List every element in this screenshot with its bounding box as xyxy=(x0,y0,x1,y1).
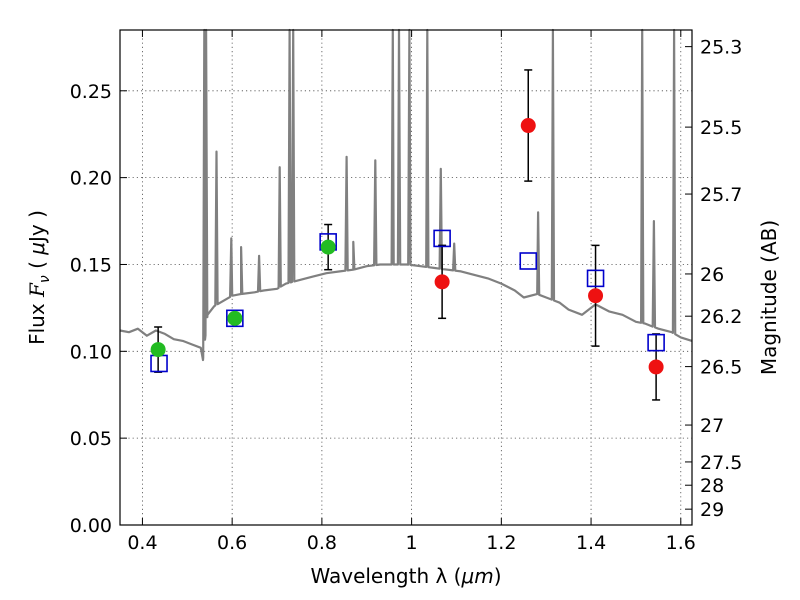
mag-tick-label: 29 xyxy=(700,499,724,521)
x-tick-label: 0.4 xyxy=(127,532,157,554)
y-tick-label: 0.15 xyxy=(70,254,112,276)
observed-flux-point-green xyxy=(150,342,166,358)
observed-flux-point-green xyxy=(320,239,336,255)
model-photometry-square xyxy=(433,229,451,248)
sed-model-spectrum xyxy=(119,28,693,362)
model-photometry-square xyxy=(647,333,665,352)
model-photometry-square xyxy=(226,309,244,328)
observed-flux-point-red xyxy=(434,274,450,290)
y-tick-label: 0.10 xyxy=(70,341,112,363)
mag-tick-label: 26.2 xyxy=(700,306,742,328)
mag-tick-label: 27 xyxy=(700,415,724,437)
x-tick-label: 0.6 xyxy=(217,532,247,554)
points-layer xyxy=(150,69,665,401)
model-photometry-square xyxy=(150,354,168,373)
x-axis-label: Wavelength λ (μm) xyxy=(310,564,501,588)
y-tick-label: 0.25 xyxy=(70,81,112,103)
model-photometry-square xyxy=(586,269,605,288)
observed-flux-point-red xyxy=(588,288,604,304)
mag-tick-label: 25.3 xyxy=(700,37,742,59)
magnitude-axis-label: Magnitude (AB) xyxy=(757,220,781,375)
model-photometry-square xyxy=(519,252,538,270)
mag-tick-label: 25.5 xyxy=(700,117,742,139)
x-tick-label: 1 xyxy=(406,532,418,554)
x-tick-label: 0.8 xyxy=(307,532,337,554)
x-tick-label: 1.2 xyxy=(486,532,516,554)
plot-frame xyxy=(119,29,693,526)
mag-tick-label: 26 xyxy=(700,264,724,286)
mag-tick-label: 25.7 xyxy=(700,184,742,206)
sed-layer xyxy=(119,28,693,362)
ticks-layer: 0.4 0.6 0.8 1 1.2 1.4 1.6 0.00 0.05 0.10 0.15 0.20 0… xyxy=(70,30,742,554)
mag-tick-label: 28 xyxy=(700,475,724,497)
x-tick-label: 1.4 xyxy=(576,532,606,554)
x-tick-label: 1.6 xyxy=(666,532,696,554)
mag-tick-label: 27.5 xyxy=(700,452,742,474)
y-tick-label: 0.05 xyxy=(70,428,112,450)
mag-tick-label: 26.5 xyxy=(700,357,742,379)
observed-flux-point-red xyxy=(520,118,536,134)
observed-flux-point-red xyxy=(648,359,664,375)
observed-flux-point-green xyxy=(227,310,243,326)
y-tick-label: 0.20 xyxy=(70,168,112,190)
y-axis-label: Flux Fν ( μJy ) xyxy=(25,210,53,345)
y-tick-label: 0.00 xyxy=(70,515,112,537)
